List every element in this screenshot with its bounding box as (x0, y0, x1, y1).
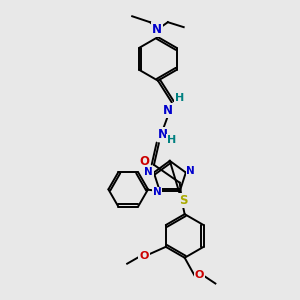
Text: N: N (152, 22, 162, 36)
Text: S: S (179, 194, 188, 207)
Text: N: N (153, 188, 161, 197)
Text: N: N (158, 128, 168, 141)
Text: N: N (145, 167, 153, 176)
Text: O: O (195, 270, 204, 280)
Text: N: N (186, 166, 195, 176)
Text: O: O (139, 251, 149, 261)
Text: N: N (163, 104, 173, 117)
Text: H: H (175, 94, 184, 103)
Text: H: H (167, 135, 176, 145)
Text: O: O (139, 155, 149, 168)
